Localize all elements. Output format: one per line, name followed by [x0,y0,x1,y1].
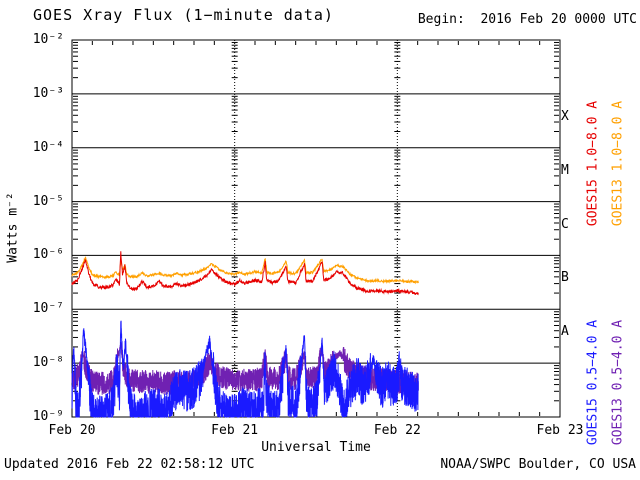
series-label-goes13_short: GOES13 0.5−4.0 A [610,319,626,446]
y-tick-label: 10⁻⁶ [32,247,64,263]
x-tick-label: Feb 21 [211,423,259,438]
y-axis-label: Watts m⁻² [5,192,21,263]
y-tick-label: 10⁻⁴ [32,139,64,155]
x-tick-label: Feb 20 [48,423,96,438]
series-goes15_short [71,320,419,419]
begin-timestamp: Begin: 2016 Feb 20 0000 UTC [417,12,637,27]
x-axis-label: Universal Time [261,440,371,455]
updated-timestamp: Updated 2016 Feb 22 02:58:12 UTC [4,457,255,472]
flare-class-letter: B [561,270,569,286]
plot-frame [71,39,561,418]
series-label-goes13_long: GOES13 1.0−8.0 A [610,100,626,227]
y-tick-label: 10⁻² [32,32,64,47]
x-tick-label: Feb 23 [536,423,584,438]
y-tick-label: 10⁻⁹ [32,409,64,424]
y-tick-label: 10⁻⁷ [32,301,64,317]
flare-class-letter: X [561,108,569,124]
flare-class-letter: M [561,162,569,178]
flare-class-letter: C [561,216,569,232]
series-goes13_long [71,256,419,285]
source-attribution: NOAA/SWPC Boulder, CO USA [440,457,636,472]
chart-title: GOES Xray Flux (1−minute data) [33,6,334,24]
x-tick-label: Feb 22 [373,423,421,438]
series-goes15_long [71,251,419,296]
flare-class-letter: A [561,324,569,340]
y-tick-label: 10⁻⁸ [32,355,64,371]
y-tick-label: 10⁻³ [32,85,64,101]
y-tick-label: 10⁻⁵ [32,193,64,209]
series-label-goes15_short: GOES15 0.5−4.0 A [585,319,601,446]
series-label-goes15_long: GOES15 1.0−8.0 A [585,100,601,227]
